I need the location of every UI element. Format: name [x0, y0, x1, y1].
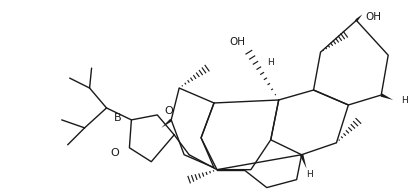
Text: H: H — [267, 58, 274, 67]
Text: H: H — [306, 170, 313, 179]
Text: O: O — [111, 148, 120, 158]
Text: OH: OH — [365, 12, 381, 22]
Polygon shape — [381, 93, 393, 100]
Polygon shape — [161, 119, 172, 128]
Text: OH: OH — [229, 37, 245, 47]
Polygon shape — [355, 14, 362, 21]
Text: H: H — [401, 97, 408, 105]
Text: B: B — [114, 113, 122, 123]
Polygon shape — [300, 154, 306, 169]
Text: O: O — [164, 106, 173, 116]
